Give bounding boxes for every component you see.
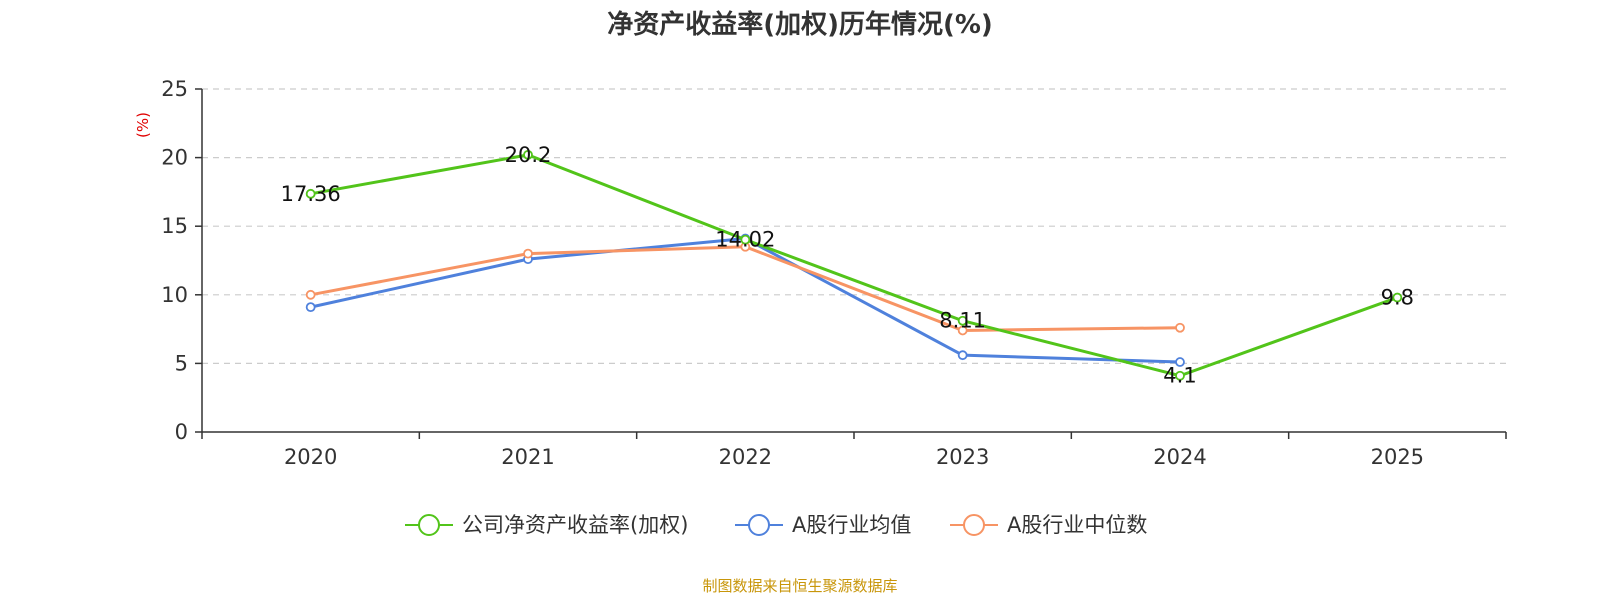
y-tick-label-20: 20 [161,146,188,170]
x-tick-label-2023: 2023 [936,445,989,469]
x-tick-label-2025: 2025 [1371,445,1424,469]
series-point-0-2020[interactable] [305,188,316,199]
legend-label-0: 公司净资产收益率(加权) [462,513,688,537]
series-point-2-2020[interactable] [305,289,316,300]
data-label-2025: 9.8 [1381,286,1414,310]
source-note: 制图数据来自恒生聚源数据库 [702,577,897,595]
series-point-2-2024[interactable] [1175,322,1185,333]
y-tick-label-5: 5 [175,351,188,375]
data-label-2023: 8.11 [939,309,986,333]
y-axis-label: (%) [134,112,152,138]
legend-label-2: A股行业中位数 [1007,513,1147,537]
series-point-0-2022[interactable] [740,234,751,245]
series-line-0 [310,153,1398,378]
y-tick-label-0: 0 [175,420,188,444]
series-point-1-2023[interactable] [957,350,968,361]
x-tick-label-2020: 2020 [284,445,337,469]
series-point-1-2020[interactable] [305,302,316,313]
chart-title: 净资产收益率(加权)历年情况(%) [607,9,993,40]
series-point-0-2025[interactable] [1392,292,1403,303]
series-point-1-2024[interactable] [1175,357,1185,367]
data-label-2021: 20.2 [505,143,552,167]
legend-label-1: A股行业均值 [792,513,911,537]
x-tick-label-2024: 2024 [1153,445,1206,469]
series-1 [305,233,1185,367]
x-tick-label-2021: 2021 [501,445,554,469]
legend-item-0[interactable]: 公司净资产收益率(加权) [405,513,688,537]
series-point-0-2023[interactable] [957,315,968,326]
data-label-2020: 17.36 [281,182,341,206]
y-tick-label-15: 15 [161,214,188,238]
series-2 [305,241,1185,336]
series-0 [305,149,1403,381]
series-point-0-2021[interactable] [523,149,533,160]
legend-marker-0 [418,514,440,536]
data-labels: 17.36 20.2 14.02 8.11 4.1 9.8 [281,143,1414,388]
legend[interactable]: 公司净资产收益率(加权) A股行业均值 A股行业中位数 [405,513,1147,537]
series-point-0-2024[interactable] [1175,370,1185,381]
series-line-2 [310,245,1181,332]
y-tick-label-25: 25 [161,77,188,101]
y-tick-label-10: 10 [161,283,188,307]
data-label-2022: 14.02 [715,228,775,252]
x-tick-label-2022: 2022 [719,445,772,469]
legend-item-1[interactable]: A股行业均值 [735,513,911,537]
series-point-2-2023[interactable] [957,325,968,336]
series-point-2-2021[interactable] [523,248,533,259]
data-label-2024: 4.1 [1163,364,1196,388]
series-group [305,149,1403,381]
legend-marker-2 [963,514,985,536]
grid-lines [202,88,1506,364]
legend-item-2[interactable]: A股行业中位数 [950,513,1147,537]
legend-marker-1 [748,514,770,536]
